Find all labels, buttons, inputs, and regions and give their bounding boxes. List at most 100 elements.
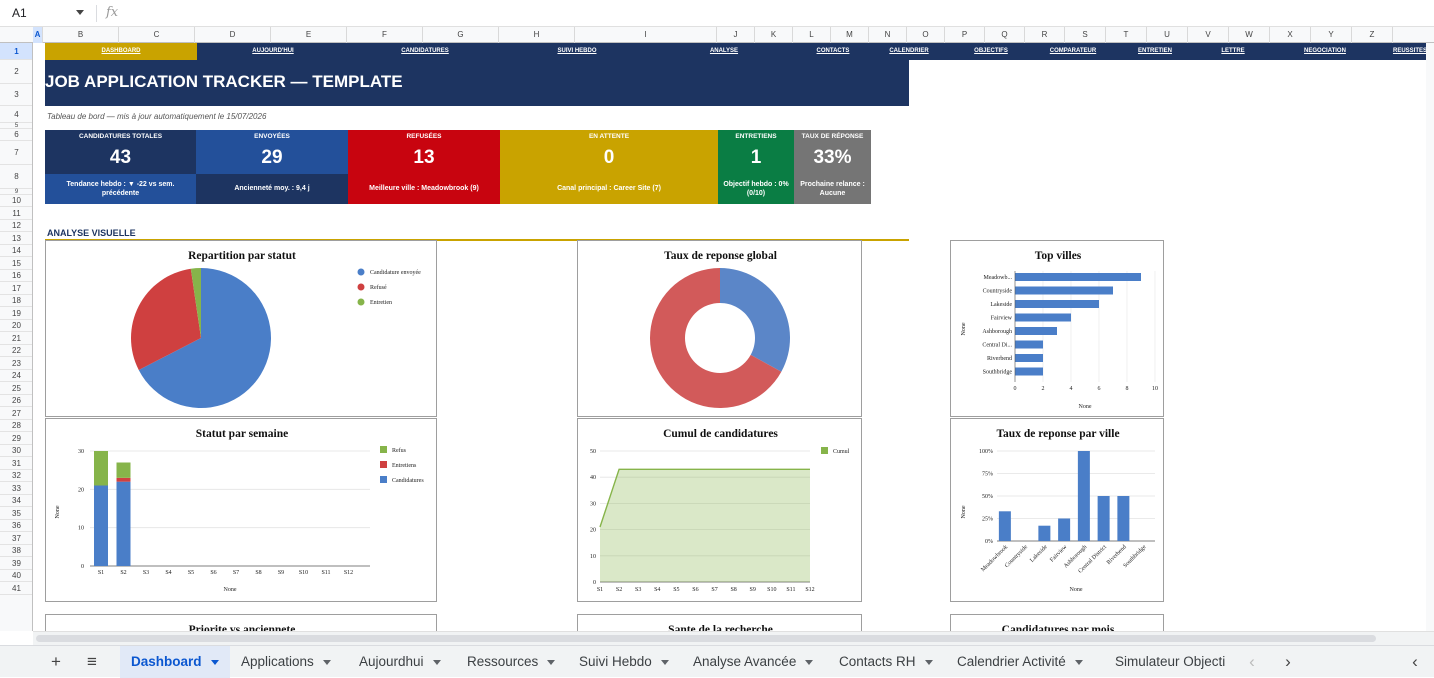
tab-menu-caret-icon[interactable] (924, 659, 933, 665)
horizontal-scrollbar[interactable] (33, 631, 1434, 645)
bar[interactable] (1015, 367, 1043, 376)
column-header[interactable]: O (907, 27, 945, 43)
sheet-tab[interactable]: Analyse Avancée (682, 646, 818, 678)
pie-slice[interactable] (190, 268, 201, 338)
bar-segment[interactable] (116, 477, 131, 482)
nav-link-suivihebdo[interactable]: SUIVI HEBDO (557, 48, 597, 54)
pie-slice[interactable] (650, 268, 782, 408)
chart-donut-response[interactable]: Taux de reponse global (577, 240, 862, 417)
row-header[interactable]: 31 (0, 457, 32, 470)
sheet-tab[interactable]: Simulateur Objecti (1104, 646, 1232, 678)
column-header[interactable]: K (755, 27, 793, 43)
row-header[interactable]: 19 (0, 307, 32, 320)
row-header[interactable]: 10 (0, 195, 32, 207)
tab-menu-caret-icon[interactable] (322, 659, 331, 665)
row-header[interactable]: 30 (0, 445, 32, 457)
row-header[interactable]: 7 (0, 141, 32, 165)
row-header[interactable]: 24 (0, 370, 32, 382)
row-header[interactable]: 26 (0, 395, 32, 407)
sheet-tab[interactable]: Applications (230, 646, 348, 678)
tab-menu-caret-icon[interactable] (660, 659, 669, 665)
column-header[interactable]: H (499, 27, 575, 43)
chart-response-city[interactable]: Taux de reponse par ville 0% 25% 50% 75% 100%… (950, 418, 1164, 602)
row-header[interactable]: 22 (0, 345, 32, 357)
bar[interactable] (998, 511, 1011, 541)
column-header[interactable]: M (831, 27, 869, 43)
series-line[interactable] (599, 468, 810, 528)
row-header[interactable]: 4 (0, 106, 32, 123)
tab-menu-caret-icon[interactable] (805, 659, 814, 665)
row-header[interactable]: 18 (0, 295, 32, 307)
column-header[interactable]: Y (1311, 27, 1352, 43)
chart-top-cities[interactable]: Top villes 0 2 4 6 8 10 Meadowb... Countryside La… (950, 240, 1164, 417)
pie-slice[interactable] (720, 268, 790, 372)
sheet-tab[interactable]: Calendrier Activité (946, 646, 1104, 678)
row-header[interactable]: 38 (0, 545, 32, 557)
bar[interactable] (1015, 327, 1057, 335)
horizontal-scroll-thumb[interactable] (36, 635, 1376, 642)
nav-link-comparateur[interactable]: COMPARATEUR (1049, 48, 1097, 54)
row-header[interactable]: 13 (0, 232, 32, 245)
nav-link-analyse[interactable]: ANALYSE (709, 48, 739, 54)
row-header[interactable]: 3 (0, 84, 32, 106)
row-header[interactable]: 39 (0, 557, 32, 570)
bar[interactable] (1015, 300, 1099, 308)
bar[interactable] (1015, 273, 1141, 281)
row-header[interactable]: 23 (0, 357, 32, 370)
scroll-tabs-left-icon[interactable]: ‹ (1249, 652, 1255, 671)
nav-link-objectifs[interactable]: OBJECTIFS (974, 48, 1008, 54)
column-header[interactable]: Q (985, 27, 1025, 43)
column-header[interactable]: R (1025, 27, 1065, 43)
pie-slice[interactable] (138, 268, 271, 408)
row-header[interactable]: 29 (0, 432, 32, 445)
nav-link-candidatures[interactable]: CANDIDATURES (401, 48, 449, 54)
sheet-tab[interactable]: Contacts RH (828, 646, 936, 678)
column-header[interactable]: V (1188, 27, 1229, 43)
row-header[interactable]: 6 (0, 129, 32, 141)
scroll-tabs-right-icon[interactable]: › (1285, 652, 1291, 671)
bar[interactable] (1077, 451, 1090, 541)
row-header[interactable]: 2 (0, 60, 32, 84)
bar[interactable] (1117, 496, 1130, 541)
row-header[interactable]: 34 (0, 495, 32, 507)
name-box-dropdown-icon[interactable] (76, 10, 84, 15)
bar-segment[interactable] (94, 485, 108, 567)
bar[interactable] (1015, 313, 1071, 322)
row-header[interactable]: 20 (0, 320, 32, 332)
tab-menu-caret-icon[interactable] (547, 659, 556, 665)
bar[interactable] (1038, 525, 1051, 541)
row-header[interactable]: 28 (0, 420, 32, 432)
column-header[interactable]: A (33, 27, 43, 43)
chart-pie-status[interactable]: Repartition par statut Candidature envoyé… (45, 240, 437, 417)
all-sheets-menu-icon[interactable]: ≡ (87, 652, 97, 671)
column-header[interactable]: Z (1352, 27, 1393, 43)
column-header[interactable]: E (271, 27, 347, 43)
row-header[interactable]: 17 (0, 282, 32, 295)
row-header[interactable]: 15 (0, 257, 32, 270)
column-header[interactable]: D (195, 27, 271, 43)
bar[interactable] (1015, 354, 1043, 362)
row-header[interactable]: 40 (0, 570, 32, 582)
nav-link-entretien[interactable]: ENTRETIEN (1137, 48, 1172, 54)
row-header[interactable]: 41 (0, 582, 32, 595)
row-header[interactable]: 1 (0, 43, 32, 60)
chart-cumul[interactable]: Cumul de candidatures 0 10 20 30 40 50 S1 S2 S3 S4… (577, 418, 862, 602)
bar-segment[interactable] (116, 481, 131, 566)
column-header[interactable]: I (575, 27, 717, 43)
nav-link-calendrier[interactable]: CALENDRIER (889, 48, 929, 54)
nav-link-contacts[interactable]: CONTACTS (816, 48, 850, 54)
nav-link-negociation[interactable]: NEGOCIATION (1304, 48, 1346, 54)
row-header[interactable]: 11 (0, 207, 32, 220)
column-header[interactable]: W (1229, 27, 1270, 43)
nav-link-lettre[interactable]: LETTRE (1221, 48, 1245, 54)
column-header[interactable]: X (1270, 27, 1311, 43)
row-header[interactable]: 21 (0, 332, 32, 345)
sheet-tab[interactable]: Suivi Hebdo (568, 646, 672, 678)
sheet-tab[interactable]: Ressources (456, 646, 568, 678)
collapse-sidebar-icon[interactable]: ‹ (1412, 652, 1418, 671)
column-header[interactable]: C (119, 27, 195, 43)
chart-monthly[interactable]: Candidatures par mois (950, 614, 1164, 631)
row-header[interactable]: 25 (0, 382, 32, 395)
column-header[interactable]: L (793, 27, 831, 43)
tab-menu-caret-icon[interactable] (210, 659, 219, 665)
